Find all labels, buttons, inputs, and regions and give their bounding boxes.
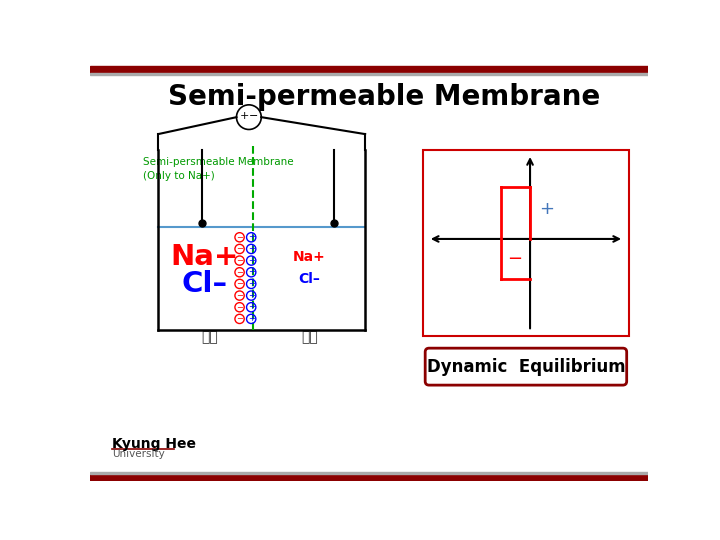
FancyBboxPatch shape xyxy=(426,348,626,385)
Text: Dynamic  Equilibrium: Dynamic Equilibrium xyxy=(427,357,625,376)
Text: +: + xyxy=(539,200,554,218)
Text: −: − xyxy=(236,314,243,323)
Text: −: − xyxy=(236,303,243,312)
Text: University: University xyxy=(112,449,164,458)
Text: −: − xyxy=(236,245,243,253)
Text: +: + xyxy=(248,279,255,288)
Text: Cl–: Cl– xyxy=(298,272,320,286)
Bar xyxy=(90,475,648,481)
Text: +: + xyxy=(248,256,255,265)
Bar xyxy=(90,472,648,475)
Text: −: − xyxy=(236,279,243,288)
Text: +: + xyxy=(248,314,255,323)
Text: Na+: Na+ xyxy=(293,251,325,264)
Text: 중성: 중성 xyxy=(202,330,218,345)
Text: −: − xyxy=(507,250,522,268)
Text: Cl–: Cl– xyxy=(181,270,228,298)
Text: +: + xyxy=(248,302,255,312)
Text: −: − xyxy=(236,256,243,265)
Bar xyxy=(90,72,648,75)
Text: −: − xyxy=(236,268,243,277)
Text: +: + xyxy=(248,267,255,276)
Text: Kyung Hee: Kyung Hee xyxy=(112,437,196,451)
Text: 중성: 중성 xyxy=(301,330,318,345)
Text: Semi-permeable Membrane: Semi-permeable Membrane xyxy=(168,83,600,111)
Text: Na+: Na+ xyxy=(171,244,239,271)
Text: +: + xyxy=(248,232,255,241)
Text: −: − xyxy=(236,291,243,300)
Text: +: + xyxy=(248,291,255,300)
Text: −: − xyxy=(236,233,243,242)
Text: +: + xyxy=(248,244,255,253)
Text: Semi-persmeable Membrane
(Only to Na+): Semi-persmeable Membrane (Only to Na+) xyxy=(143,157,293,181)
Text: −: − xyxy=(249,111,258,122)
Bar xyxy=(423,150,629,336)
Text: +: + xyxy=(240,111,249,122)
Bar xyxy=(90,66,648,72)
